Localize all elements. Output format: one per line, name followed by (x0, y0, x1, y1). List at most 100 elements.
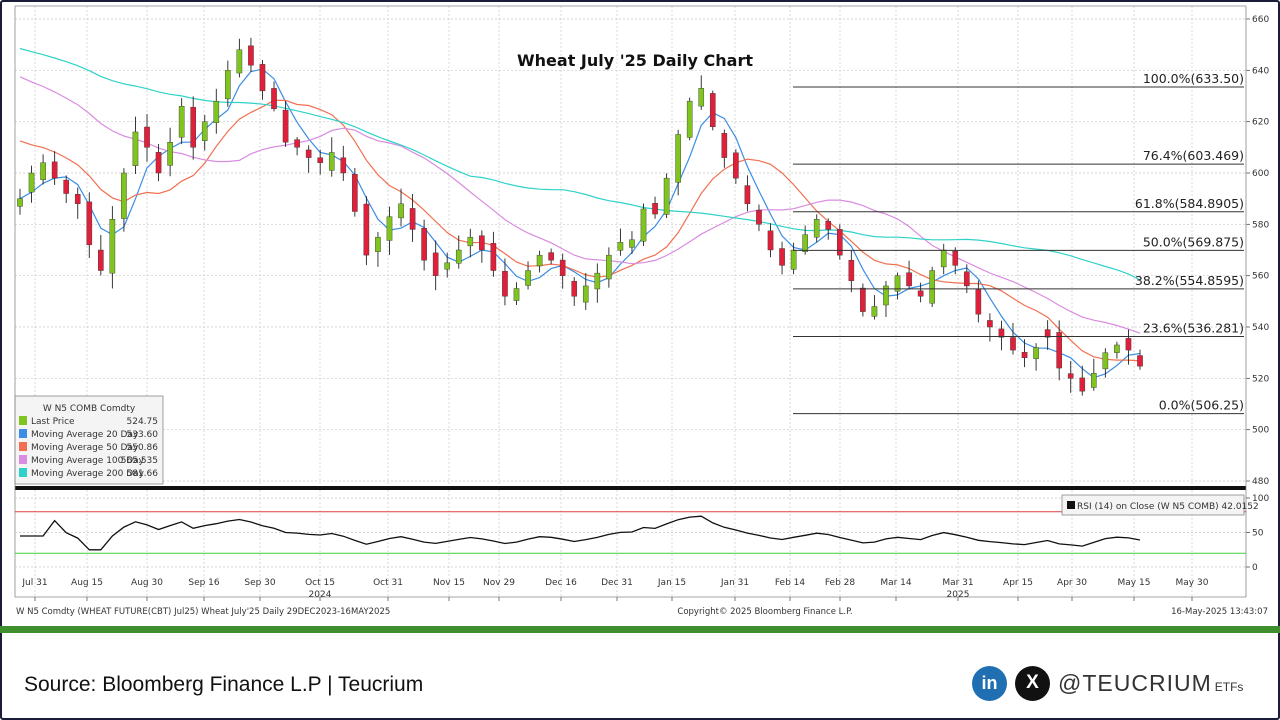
candle-body (964, 271, 970, 287)
candle-body (629, 239, 635, 248)
date-tick-label: Apr 30 (1057, 578, 1087, 588)
date-tick-label: Apr 15 (1003, 578, 1033, 588)
candle-body (836, 229, 843, 256)
date-tick-label: May 15 (1118, 578, 1151, 588)
candle-body (640, 208, 647, 242)
legend-value: 581.66 (127, 469, 159, 479)
candle-body (594, 272, 601, 290)
candle-body (398, 203, 404, 219)
candle-body (698, 88, 705, 107)
candle-body (663, 177, 670, 215)
chart-grid (15, 6, 1246, 597)
candle-body (940, 249, 947, 268)
candle-body (709, 93, 716, 127)
candle-body (906, 272, 912, 287)
candle-body (51, 161, 58, 179)
candle-body (421, 228, 427, 261)
candle-body (721, 133, 728, 158)
candle-body (17, 198, 23, 207)
price-tick-label: 600 (1252, 169, 1269, 179)
ma-50-line (19, 99, 1141, 362)
candle-body (479, 235, 485, 251)
candle-body (917, 290, 924, 297)
price-tick-label: 640 (1252, 66, 1269, 76)
rsi-line (20, 515, 1141, 551)
date-tick-label: Aug 30 (131, 578, 163, 588)
date-tick-label: Jan 31 (720, 578, 749, 588)
footer-copyright: Copyright© 2025 Bloomberg Finance L.P. (677, 607, 852, 617)
candle-body (1137, 355, 1143, 367)
fib-label: 61.8%(584.8905) (1135, 196, 1244, 211)
candle-body (467, 236, 474, 247)
candle-body (998, 328, 1005, 338)
date-tick-label: Jul 31 (21, 578, 47, 588)
candle-body (167, 141, 173, 166)
linkedin-icon[interactable]: in (972, 665, 1007, 701)
legend-swatch (19, 442, 27, 451)
rsi-tick-label: 100 (1252, 494, 1269, 504)
candle-body (248, 45, 254, 66)
candle-body (617, 242, 624, 251)
legend-swatch (19, 416, 27, 425)
candle-body (929, 270, 935, 304)
candle-body (132, 131, 139, 166)
footer-security: W N5 Comdty (WHEAT FUTURE(CBT) Jul25) Wh… (16, 607, 390, 617)
candle-body (144, 126, 150, 148)
price-tick-label: 480 (1252, 477, 1269, 487)
candle-body (790, 249, 797, 270)
teucrium-handle[interactable]: @TEUCRIUM (1058, 669, 1212, 696)
price-tick-label: 540 (1252, 323, 1269, 333)
candle-body (98, 249, 104, 271)
year-label: 2024 (309, 590, 332, 600)
candle-body (502, 271, 508, 297)
candle-body (213, 100, 220, 123)
chart-title: Wheat July '25 Daily Chart (517, 51, 753, 70)
candle-body (975, 289, 982, 315)
candle-body (802, 234, 808, 252)
candle-body (733, 152, 739, 179)
price-axis: 660 640 620 600 580 560 540 520 500 480 (1246, 15, 1269, 487)
fib-label: 0.0%(506.25) (1159, 398, 1244, 413)
legend-value: 533.60 (127, 430, 159, 440)
candle-body (686, 100, 693, 138)
candle-body (1067, 373, 1074, 379)
candle-body (871, 306, 878, 317)
date-tick-label: Feb 28 (825, 578, 856, 588)
date-tick-label: May 30 (1176, 578, 1209, 588)
candle-body (571, 280, 578, 297)
date-tick-label: Feb 14 (775, 578, 806, 588)
candle-body (190, 106, 196, 148)
legend-swatch (19, 455, 27, 464)
candle-body (513, 288, 520, 301)
legend: W N5 COMB Comdty Last Price 524.75 Moving … (14, 395, 164, 485)
candle-body (1021, 352, 1028, 358)
candle-body (525, 270, 531, 286)
candle-body (813, 218, 820, 238)
candle-body (883, 285, 889, 306)
date-tick-label: Nov 29 (483, 578, 515, 588)
date-axis: Jul 31 Aug 15 Aug 30 Sep 16 Sep 30 Oct 15 Oct … (21, 578, 1209, 601)
rsi-tick-label: 50 (1252, 529, 1264, 539)
candle-body (455, 249, 462, 264)
x-twitter-icon[interactable]: X (1015, 665, 1050, 701)
candle-body (63, 179, 69, 194)
candle-body (987, 320, 993, 328)
legend-value: 565.535 (121, 456, 158, 466)
ma-100-line (19, 76, 1141, 334)
candle-body (432, 252, 439, 276)
price-chart: 100.0%(633.50) 76.4%(603.469) 61.8%(584.89… (14, 5, 1269, 617)
date-tick-label: Oct 31 (373, 578, 403, 588)
candle-body (848, 259, 855, 281)
date-tick-label: Dec 31 (601, 578, 633, 588)
candle-body (109, 218, 116, 274)
candle-body (386, 216, 393, 241)
candle-body (1114, 344, 1120, 353)
candle-body (1044, 329, 1051, 338)
candle-body (894, 275, 901, 292)
candle-body (340, 157, 347, 174)
price-tick-label: 620 (1252, 118, 1269, 128)
candle-body (548, 252, 554, 261)
footer-timestamp: 16-May-2025 13:43:07 (1171, 607, 1268, 617)
candle-body (559, 259, 566, 276)
date-tick-label: Nov 15 (433, 578, 465, 588)
